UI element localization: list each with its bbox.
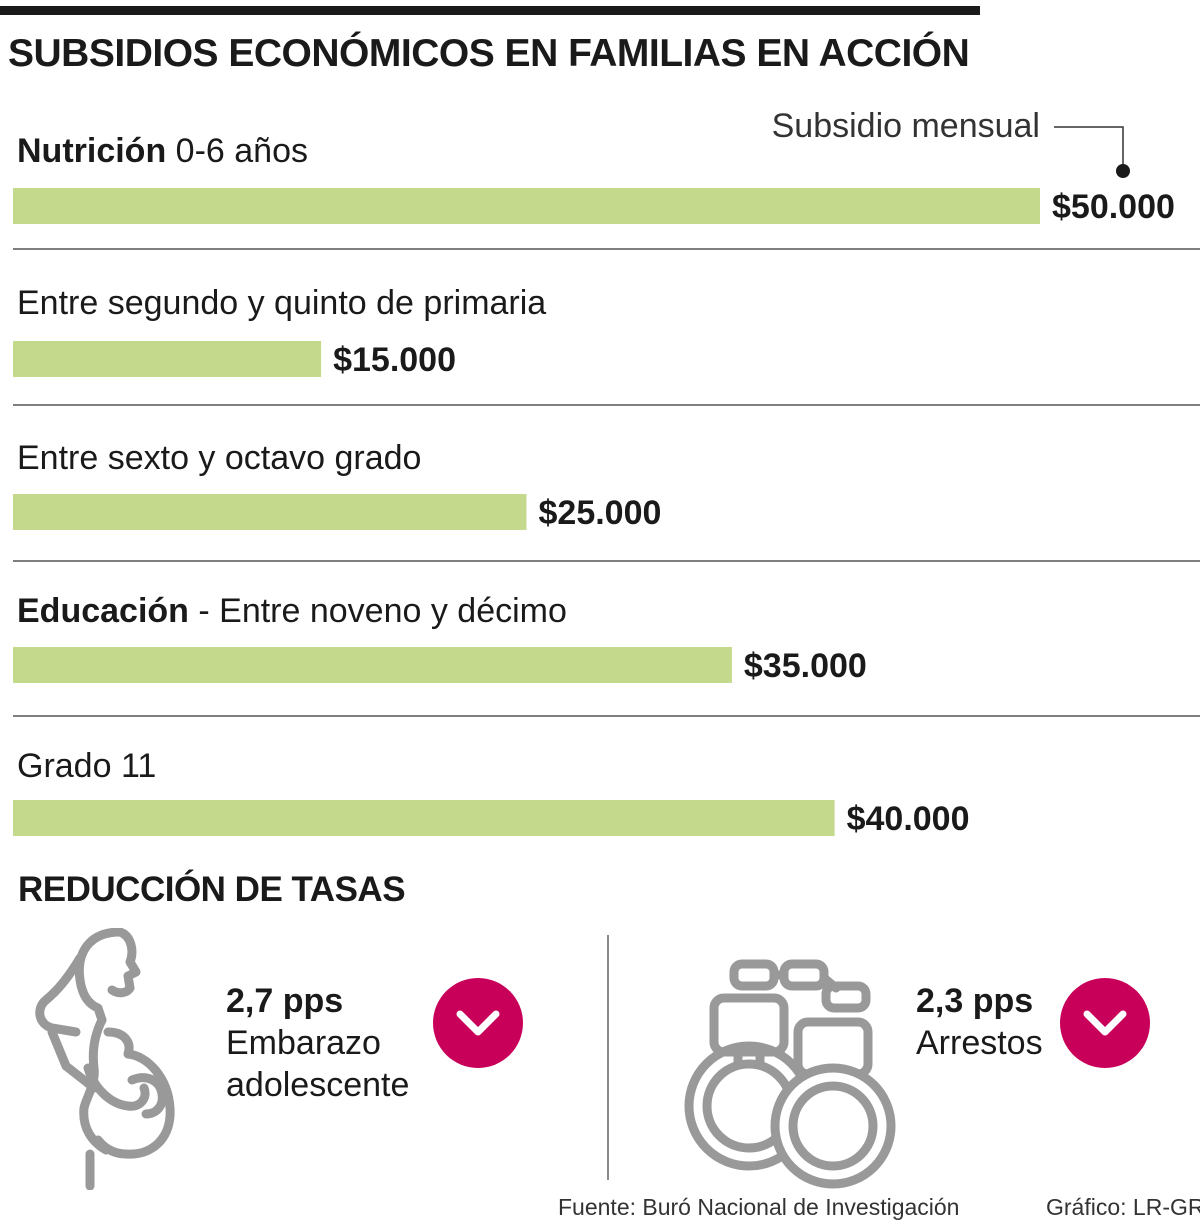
top-rule bbox=[0, 6, 980, 15]
credit-note: Gráfico: LR-GR bbox=[1046, 1194, 1200, 1220]
bar-value-label: $40.000 bbox=[847, 800, 970, 838]
bar bbox=[13, 800, 835, 836]
stat-item-teen-pregnancy: 2,7 pps Embarazo adolescente bbox=[226, 980, 409, 1106]
stat-label-line: Arrestos bbox=[916, 1024, 1043, 1062]
annotation-dot bbox=[1116, 164, 1130, 178]
bar-value-label: $25.000 bbox=[539, 494, 662, 532]
vertical-divider bbox=[607, 935, 609, 1180]
decrease-badge bbox=[433, 978, 523, 1068]
stat-label-line: adolescente bbox=[226, 1066, 410, 1104]
bar bbox=[13, 647, 732, 683]
category-label: Educación - Entre noveno y décimo bbox=[17, 592, 567, 630]
bar-value-label: $15.000 bbox=[333, 341, 456, 379]
chevron-down-icon bbox=[456, 1010, 500, 1036]
decrease-badge bbox=[1060, 978, 1150, 1068]
category-label: Grado 11 bbox=[17, 747, 156, 785]
annotation-leader bbox=[1054, 126, 1124, 168]
source-note: Fuente: Buró Nacional de Investigación bbox=[558, 1194, 960, 1220]
bar-value-label: $35.000 bbox=[744, 647, 867, 685]
category-label: Entre sexto y octavo grado bbox=[17, 439, 421, 477]
stat-value: 2,7 pps bbox=[226, 982, 344, 1020]
bar bbox=[13, 494, 527, 530]
annotation-label: Subsidio mensual bbox=[772, 107, 1040, 145]
bar bbox=[13, 188, 1040, 224]
bar-value-label: $50.000 bbox=[1052, 188, 1175, 226]
page-title: SUBSIDIOS ECONÓMICOS EN FAMILIAS EN ACCI… bbox=[8, 32, 970, 75]
pregnant-woman-icon bbox=[35, 928, 175, 1190]
stat-value: 2,3 pps bbox=[916, 982, 1034, 1020]
category-label: Entre segundo y quinto de primaria bbox=[17, 284, 546, 322]
bar-chart: Nutrición 0-6 años $50.000 Entre segundo y… bbox=[13, 107, 1200, 838]
stat-item-arrests: 2,3 pps Arrestos bbox=[916, 980, 1043, 1064]
chevron-down-icon bbox=[1083, 1010, 1127, 1036]
category-label: Nutrición 0-6 años bbox=[17, 132, 308, 170]
stat-label-line: Embarazo bbox=[226, 1024, 381, 1062]
reduction-title: REDUCCIÓN DE TASAS bbox=[18, 870, 406, 909]
bar bbox=[13, 341, 322, 377]
handcuffs-icon bbox=[684, 959, 896, 1189]
